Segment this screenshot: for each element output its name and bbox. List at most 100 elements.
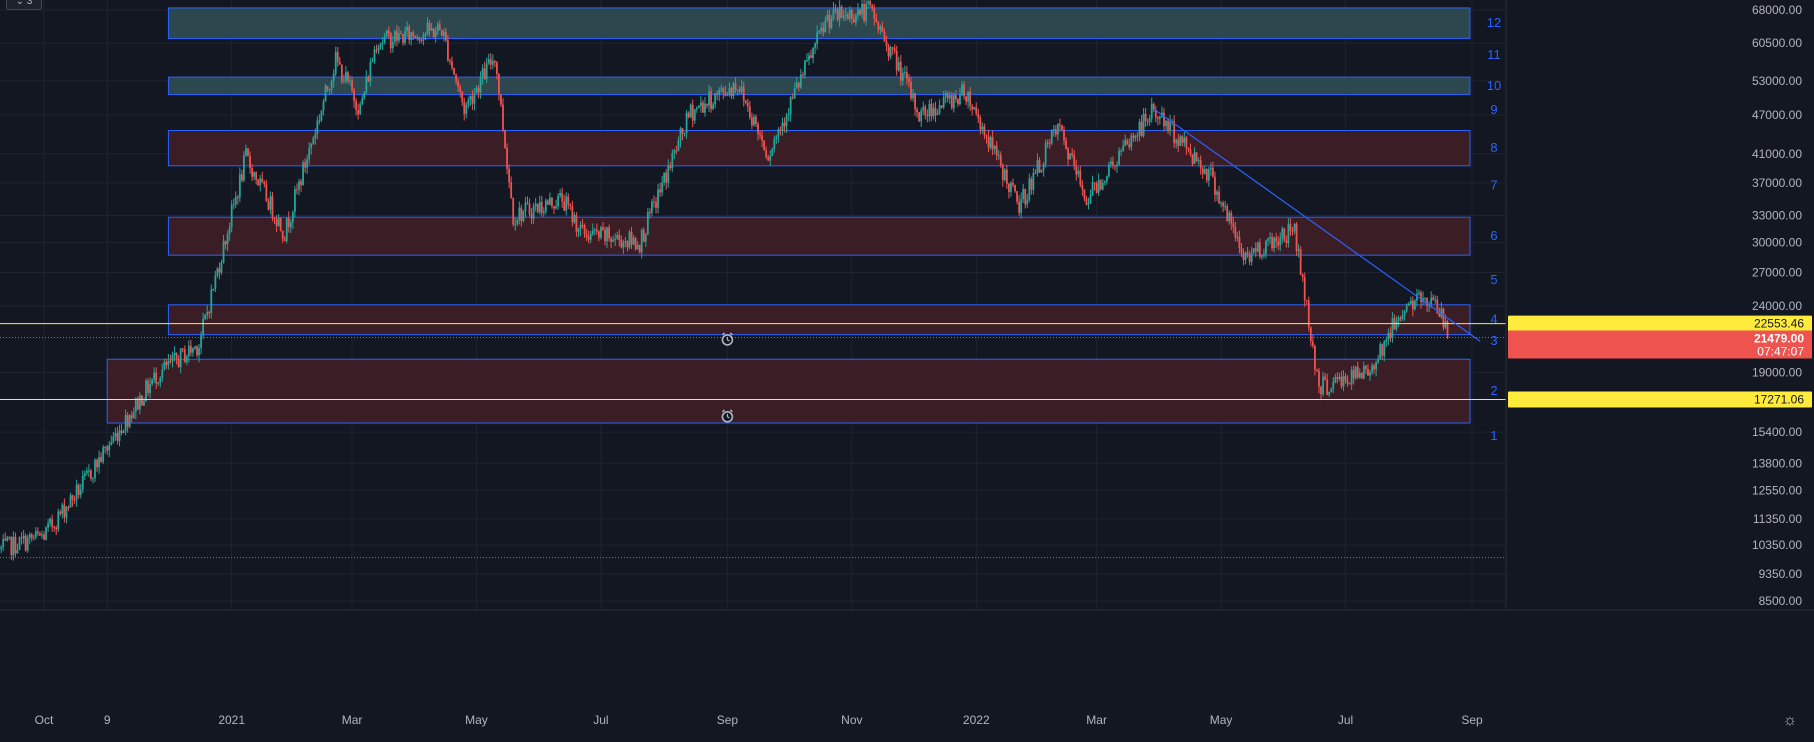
candle-body bbox=[524, 202, 527, 212]
candle-body bbox=[1275, 237, 1278, 242]
candle bbox=[526, 196, 529, 205]
candle bbox=[167, 354, 170, 370]
candle-body bbox=[442, 31, 445, 36]
candle-body bbox=[449, 60, 451, 62]
candle-body bbox=[332, 73, 335, 81]
candle-body bbox=[1267, 238, 1269, 241]
candle-body bbox=[1263, 254, 1265, 256]
candle bbox=[414, 35, 417, 39]
candle bbox=[618, 229, 621, 247]
level-price-tag bbox=[1508, 391, 1812, 408]
candle-body bbox=[967, 91, 970, 102]
candle bbox=[71, 494, 74, 507]
candle-body bbox=[1067, 148, 1069, 160]
candle-body bbox=[1040, 170, 1043, 173]
candle bbox=[318, 114, 321, 125]
candle bbox=[1416, 289, 1418, 307]
candle bbox=[322, 98, 325, 116]
candle-body bbox=[296, 189, 298, 191]
candle-body bbox=[1328, 391, 1331, 395]
x-tick-label: 2021 bbox=[218, 713, 245, 727]
candle bbox=[810, 49, 812, 59]
y-tick-label: 47000.00 bbox=[1752, 108, 1802, 122]
candle bbox=[689, 103, 692, 118]
candle bbox=[16, 543, 19, 554]
candle bbox=[1440, 302, 1443, 319]
candle-body bbox=[1293, 224, 1296, 232]
candle bbox=[208, 310, 211, 319]
candle bbox=[530, 208, 533, 225]
candle-body bbox=[49, 518, 52, 524]
zone-number: 6 bbox=[1490, 228, 1497, 243]
y-tick-label: 19000.00 bbox=[1752, 365, 1802, 379]
candle bbox=[826, 10, 829, 23]
candle-body bbox=[1350, 370, 1353, 384]
candle bbox=[1197, 157, 1200, 165]
candle bbox=[557, 193, 559, 210]
candle-body bbox=[1352, 370, 1355, 379]
candle-body bbox=[969, 91, 972, 107]
candle-body bbox=[1214, 176, 1216, 196]
candle-body bbox=[744, 100, 747, 103]
candle bbox=[1224, 200, 1227, 211]
candle-body bbox=[1334, 376, 1337, 383]
candle-body bbox=[938, 105, 941, 114]
candle bbox=[502, 98, 504, 133]
candle-body bbox=[1126, 140, 1129, 145]
candle-body bbox=[347, 72, 349, 82]
candle bbox=[859, 8, 861, 16]
candle bbox=[573, 212, 576, 225]
candle bbox=[1338, 372, 1341, 382]
candle bbox=[1128, 138, 1131, 150]
candle-body bbox=[983, 126, 986, 136]
candle-body bbox=[145, 380, 147, 401]
candle bbox=[1413, 299, 1416, 311]
candle-body bbox=[393, 31, 396, 42]
candle-body bbox=[602, 227, 604, 230]
candle bbox=[1205, 168, 1208, 184]
candle bbox=[822, 22, 825, 37]
candle-body bbox=[630, 231, 633, 245]
candle bbox=[906, 66, 908, 85]
candle bbox=[310, 142, 313, 155]
candle-body bbox=[565, 196, 568, 211]
candle bbox=[930, 98, 933, 122]
candle bbox=[1030, 176, 1033, 195]
candle-body bbox=[1120, 150, 1123, 152]
candle-body bbox=[518, 207, 521, 220]
candle bbox=[934, 101, 937, 123]
candle-body bbox=[294, 189, 296, 212]
candle bbox=[1130, 132, 1133, 151]
candle-body bbox=[1238, 237, 1241, 248]
candle-body bbox=[273, 218, 276, 220]
settings-gear-icon[interactable]: ☼ bbox=[1782, 712, 1798, 729]
candle bbox=[1118, 147, 1120, 167]
candle bbox=[1252, 248, 1255, 255]
y-tick-label: 12550.00 bbox=[1752, 483, 1802, 497]
candle bbox=[585, 229, 588, 241]
candle-body bbox=[1399, 317, 1402, 319]
candle-body bbox=[712, 104, 715, 110]
candle-body bbox=[363, 92, 366, 99]
candle bbox=[1265, 239, 1267, 259]
candle bbox=[1387, 328, 1390, 346]
candle bbox=[1050, 129, 1053, 146]
candle-body bbox=[767, 157, 770, 161]
candle-body bbox=[1156, 117, 1159, 119]
candle bbox=[1301, 273, 1304, 282]
candle bbox=[347, 70, 349, 84]
candle bbox=[565, 192, 568, 216]
collapse-indicator-badge[interactable]: ⌄ 3 bbox=[6, 0, 42, 10]
candle bbox=[861, 0, 863, 19]
candle-body bbox=[275, 219, 278, 226]
candle-body bbox=[249, 156, 251, 169]
candle-body bbox=[1146, 121, 1149, 123]
candle-body bbox=[651, 201, 653, 214]
candle-body bbox=[673, 150, 676, 154]
price-axis[interactable]: 68000.00 60500.00 53000.00 47000.00 41000.00… bbox=[1505, 0, 1814, 737]
candle-body bbox=[1105, 176, 1108, 182]
time-axis[interactable]: Oct 9 2021 Mar May Jul Sep Nov 2022 Mar May Jul Sep bbox=[0, 609, 1814, 727]
candle-body bbox=[1044, 142, 1047, 164]
